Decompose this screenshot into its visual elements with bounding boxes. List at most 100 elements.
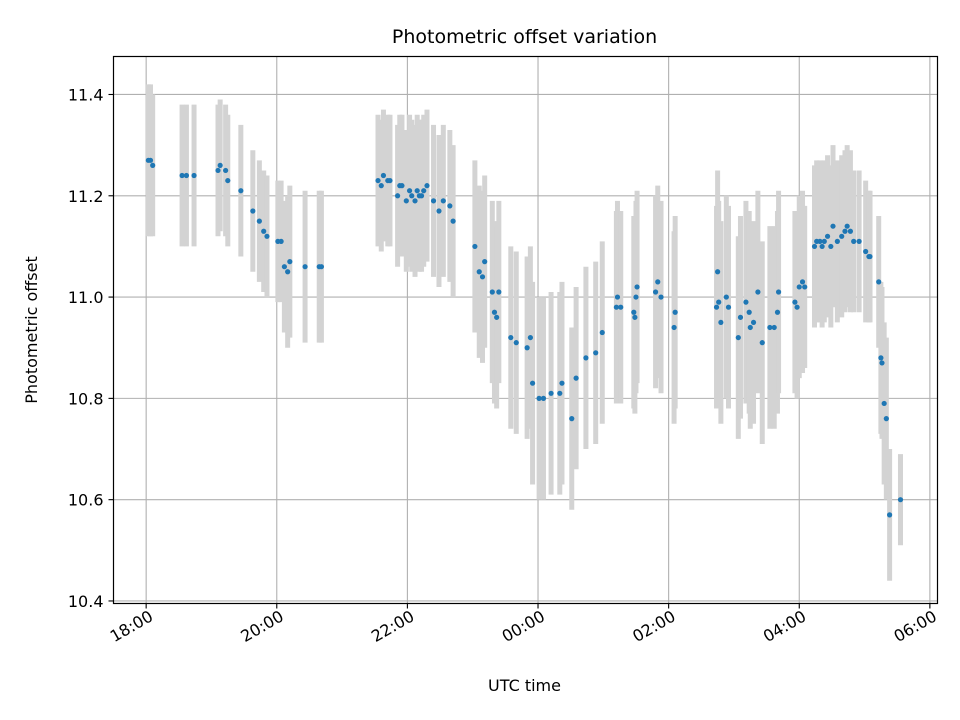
data-point <box>494 314 500 320</box>
data-point <box>737 314 744 320</box>
data-point <box>261 228 267 234</box>
errorbar-layer <box>145 84 903 581</box>
data-point <box>573 375 579 381</box>
data-point <box>179 172 185 179</box>
data-point <box>842 228 848 234</box>
data-point <box>879 360 885 366</box>
data-point <box>771 324 777 331</box>
data-point <box>671 324 677 331</box>
data-point <box>264 233 270 239</box>
data-point <box>834 238 840 244</box>
data-point <box>634 284 640 290</box>
data-point <box>536 395 542 401</box>
data-point <box>887 512 893 518</box>
data-point <box>450 218 456 224</box>
data-point <box>527 334 533 341</box>
data-point <box>496 289 502 295</box>
x-tick-label: 00:00 <box>499 607 548 647</box>
data-point <box>529 380 536 386</box>
data-point <box>403 198 409 204</box>
data-point <box>844 223 850 229</box>
data-point <box>794 304 800 310</box>
data-point <box>830 223 836 229</box>
data-point <box>250 208 256 214</box>
data-point <box>436 208 442 214</box>
data-point <box>792 299 798 305</box>
data-point <box>672 309 678 315</box>
x-tick-label: 04:00 <box>760 607 809 647</box>
data-point <box>223 167 229 174</box>
data-point <box>839 233 845 239</box>
data-point <box>878 355 884 361</box>
data-point <box>725 304 732 310</box>
data-point <box>867 253 873 260</box>
data-point <box>285 269 291 275</box>
y-axis-label: Photometric offset <box>22 256 41 404</box>
data-point <box>715 269 721 275</box>
data-point <box>238 188 244 194</box>
data-point <box>147 157 154 163</box>
data-point <box>631 309 637 315</box>
data-point <box>743 299 749 305</box>
data-point <box>472 243 478 250</box>
x-tick-label: 18:00 <box>107 607 156 647</box>
y-tick-label: 11.2 <box>68 187 104 206</box>
data-point <box>559 380 565 386</box>
data-point <box>225 177 231 184</box>
data-point <box>191 172 197 179</box>
data-point <box>569 416 575 422</box>
data-point <box>418 193 425 199</box>
data-point <box>380 172 387 179</box>
data-point <box>583 355 589 361</box>
data-point <box>414 188 420 194</box>
x-axis-label: UTC time <box>488 676 561 695</box>
data-point <box>540 395 547 401</box>
chart-title: Photometric offset variation <box>392 26 657 48</box>
data-point <box>755 289 761 295</box>
data-point <box>524 345 530 351</box>
data-point <box>881 400 887 407</box>
data-point <box>632 314 638 320</box>
data-point <box>828 243 834 250</box>
data-point <box>482 259 488 265</box>
data-point <box>281 264 287 270</box>
data-point <box>593 350 599 356</box>
data-point <box>713 304 720 310</box>
data-point <box>217 162 223 168</box>
data-point <box>863 248 869 255</box>
data-point <box>489 289 495 295</box>
data-point <box>215 167 221 174</box>
x-tick-label: 02:00 <box>629 607 678 647</box>
point-layer <box>145 157 904 518</box>
data-point <box>851 238 857 244</box>
data-point <box>421 188 427 194</box>
data-point <box>302 264 308 270</box>
tick-layer: 18:00 20:00 22:00 00:00 02:00 04:00 06:00 10.4 1… <box>68 85 940 646</box>
data-point <box>287 259 293 265</box>
data-point <box>430 198 437 204</box>
data-point <box>614 294 621 300</box>
data-point <box>409 193 415 199</box>
data-point <box>876 279 882 285</box>
data-point <box>775 289 782 295</box>
data-point <box>183 172 190 179</box>
data-point <box>412 198 418 204</box>
x-tick-label: 22:00 <box>368 607 417 647</box>
data-point <box>440 198 446 204</box>
data-point <box>735 334 741 341</box>
data-point <box>883 416 889 422</box>
data-point <box>856 238 862 244</box>
data-point <box>395 193 401 199</box>
x-tick-label: 20:00 <box>237 607 286 647</box>
data-point <box>819 243 825 250</box>
data-point <box>750 319 757 326</box>
data-point <box>150 162 156 168</box>
data-point <box>799 279 806 285</box>
data-point <box>424 183 430 189</box>
data-point <box>508 334 514 341</box>
data-point <box>447 203 453 209</box>
data-point <box>491 309 498 315</box>
data-point <box>633 294 639 300</box>
data-point <box>399 183 405 189</box>
data-point <box>652 289 659 295</box>
